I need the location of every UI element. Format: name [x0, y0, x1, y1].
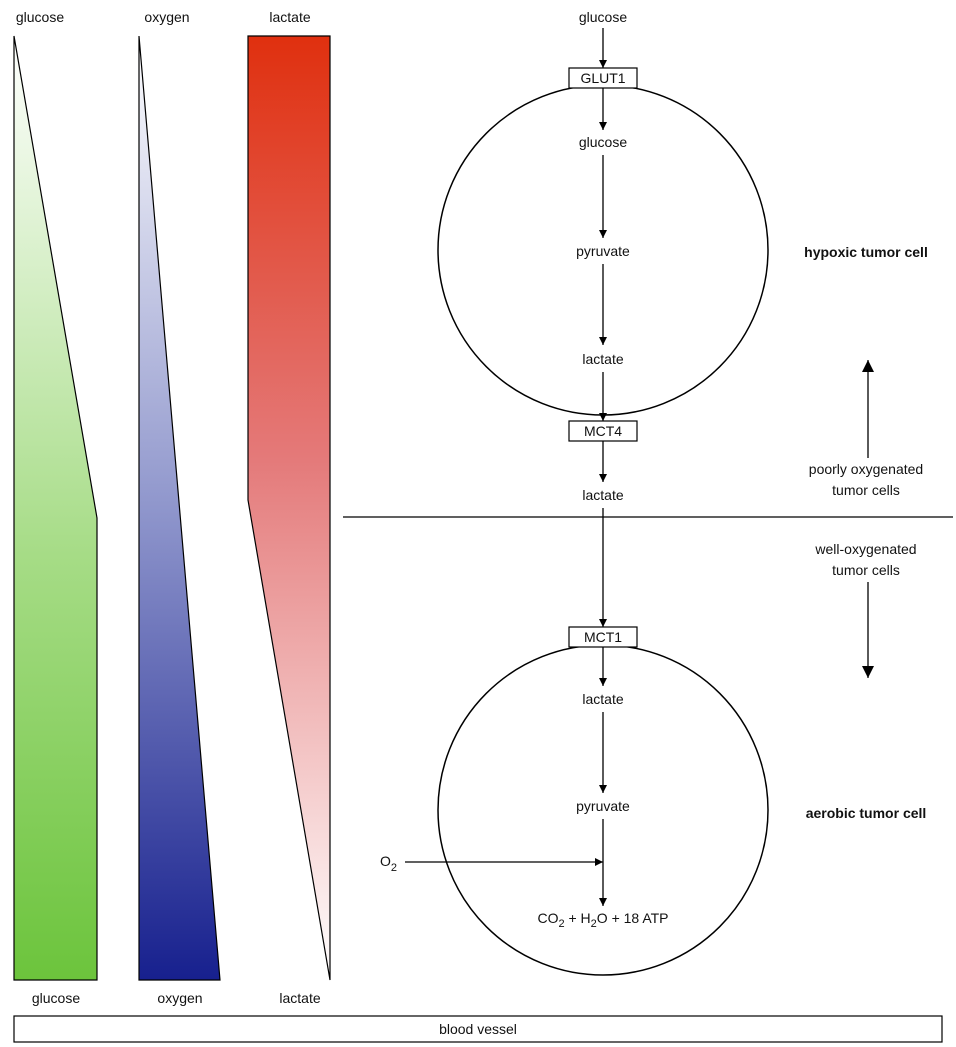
external-glucose-label: glucose — [579, 9, 627, 25]
aerobic-step-pyruvate: pyruvate — [576, 798, 630, 814]
aerobic-step-lactate: lactate — [582, 691, 623, 707]
shuttled-lactate-label: lactate — [582, 487, 623, 503]
hypoxic-step-glucose: glucose — [579, 134, 627, 150]
oxidation-products-label: CO2 + H2O + 18 ATP — [537, 910, 668, 930]
lactate-gradient-top-label: lactate — [269, 9, 310, 25]
lactate-gradient-wedge — [247, 35, 331, 981]
hypoxic-step-pyruvate: pyruvate — [576, 243, 630, 259]
glut1-label: GLUT1 — [580, 70, 625, 86]
oxygen-gradient-bottom-label: oxygen — [157, 990, 202, 1006]
lactate-gradient-bottom-label: lactate — [279, 990, 320, 1006]
well-oxygenated-label-line1: well-oxygenated — [814, 541, 916, 557]
well-oxygenated-label-line2: tumor cells — [832, 562, 900, 578]
oxygen-gradient-top-label: oxygen — [144, 9, 189, 25]
hypoxic-step-lactate: lactate — [582, 351, 623, 367]
mct4-label: MCT4 — [584, 423, 622, 439]
mct1-label: MCT1 — [584, 629, 622, 645]
poorly-oxygenated-label-line2: tumor cells — [832, 482, 900, 498]
glucose-gradient-bottom-label: glucose — [32, 990, 80, 1006]
poorly-oxygenated-label-line1: poorly oxygenated — [809, 461, 923, 477]
glucose-gradient-top-label: glucose — [16, 9, 64, 25]
blood-vessel — [13, 1015, 943, 1043]
blood-vessel-label: blood vessel — [439, 1021, 517, 1037]
oxygen-input-label: O2 — [380, 853, 397, 874]
aerobic-cell-label: aerobic tumor cell — [806, 805, 927, 821]
hypoxic-cell-label: hypoxic tumor cell — [804, 244, 928, 260]
glucose-gradient-wedge — [13, 35, 98, 981]
oxygen-gradient-wedge — [138, 35, 221, 981]
